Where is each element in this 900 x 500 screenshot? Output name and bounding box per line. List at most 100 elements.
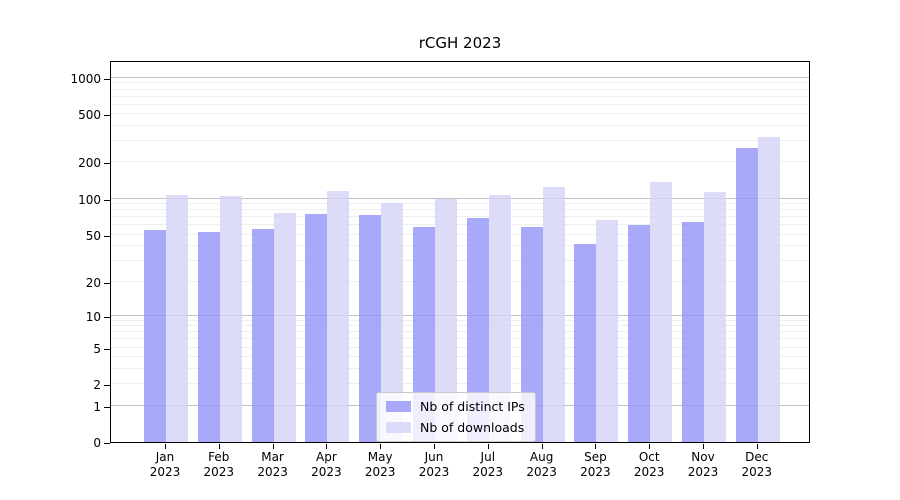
x-tick-mark (165, 444, 166, 449)
legend-label: Nb of downloads (420, 420, 525, 435)
plot-area: Nb of distinct IPs Nb of downloads (110, 61, 810, 443)
gridline (111, 203, 809, 205)
x-tick-mark (434, 444, 435, 449)
bar-downloads (704, 192, 726, 442)
gridline (111, 383, 809, 385)
gridline (111, 125, 809, 126)
bar-distinct-ips (520, 227, 543, 442)
legend-item: Nb of downloads (386, 420, 525, 435)
gridline (111, 331, 809, 333)
bar-distinct-ips (197, 231, 220, 442)
gridlines-layer (111, 62, 809, 442)
gridline (111, 280, 809, 282)
x-tick-mark (487, 444, 489, 449)
gridline (111, 245, 809, 247)
x-tick-mark (326, 444, 328, 449)
y-tick-mark (104, 115, 110, 117)
gridline (111, 113, 809, 115)
bar-distinct-ips (413, 227, 435, 442)
gridline (111, 88, 809, 90)
y-tick-mark (104, 406, 110, 408)
gridline (111, 338, 809, 340)
bar-distinct-ips (144, 229, 166, 442)
x-tick-label: Jun 2023 (418, 450, 450, 479)
gridline (111, 346, 809, 348)
y-tick-label: 1000 (70, 71, 101, 86)
bar-distinct-ips (359, 215, 382, 442)
y-tick-mark (104, 282, 110, 284)
legend-swatch (386, 401, 411, 412)
y-tick-label: 1 (93, 399, 101, 414)
gridline (111, 103, 809, 105)
x-tick-label: Nov 2023 (687, 450, 719, 479)
legend-label: Nb of distinct IPs (420, 399, 525, 414)
bar-downloads (650, 182, 673, 442)
y-tick-mark (104, 78, 110, 80)
bar-distinct-ips (305, 214, 328, 442)
y-tick-mark (104, 316, 110, 318)
y-tick-mark (104, 199, 110, 201)
bar-distinct-ips (682, 221, 704, 442)
y-tick-mark (104, 443, 110, 444)
y-tick-mark (104, 163, 110, 165)
legend: Nb of distinct IPs Nb of downloads (376, 392, 536, 442)
bar-downloads (166, 195, 188, 442)
gridline (111, 325, 809, 327)
y-tick-mark (104, 385, 110, 387)
bar-downloads (219, 196, 242, 442)
x-tick-label: Dec 2023 (741, 450, 773, 479)
x-tick-mark (703, 444, 704, 449)
y-tick-label: 100 (78, 192, 101, 207)
x-tick-mark (541, 444, 543, 449)
y-tick-mark (104, 235, 110, 237)
x-tick-label: Feb 2023 (203, 450, 235, 479)
bar-downloads (757, 137, 780, 442)
x-tick-mark (272, 444, 274, 449)
bars-layer (111, 62, 809, 442)
gridline (111, 82, 809, 84)
y-tick-label: 200 (78, 156, 101, 171)
bar-downloads (327, 190, 350, 442)
x-tick-label: Sep 2023 (580, 450, 611, 479)
x-tick-label: Aug 2023 (526, 450, 557, 479)
y-tick-label: 0 (93, 436, 101, 450)
x-tick-label: Jan 2023 (149, 450, 181, 479)
x-tick-label: May 2023 (364, 450, 396, 479)
y-tick-label: 20 (85, 275, 101, 290)
bar-downloads (596, 220, 619, 442)
y-tick-label: 5 (93, 341, 101, 356)
legend-swatch (386, 422, 411, 433)
gridline (111, 76, 809, 78)
bar-distinct-ips (574, 243, 597, 442)
x-tick-mark (380, 444, 382, 449)
x-tick-mark (595, 444, 597, 449)
y-tick-label: 50 (85, 228, 101, 243)
bar-distinct-ips (628, 225, 651, 442)
bar-downloads (488, 195, 511, 442)
bar-downloads (381, 203, 404, 442)
x-tick-mark (756, 444, 758, 449)
gridline (111, 197, 809, 199)
gridline (111, 140, 809, 142)
y-tick-mark (104, 348, 110, 350)
bar-distinct-ips (251, 228, 274, 442)
gridline (111, 314, 809, 316)
x-tick-label: Oct 2023 (633, 450, 665, 479)
x-tick-label: Apr 2023 (311, 450, 342, 479)
gridline (111, 216, 809, 218)
gridline (111, 209, 809, 211)
bar-distinct-ips (735, 148, 758, 442)
legend-item: Nb of distinct IPs (386, 399, 525, 414)
y-tick-label: 2 (93, 378, 101, 393)
x-tick-mark (218, 444, 220, 449)
y-tick-label: 10 (85, 309, 101, 324)
bar-downloads (542, 187, 565, 442)
y-tick-label: 500 (78, 108, 101, 123)
bar-downloads (273, 213, 296, 442)
gridline (111, 161, 809, 163)
gridline (111, 95, 809, 97)
gridline (111, 367, 809, 369)
chart-title: rCGH 2023 (418, 34, 502, 52)
gridline (111, 224, 809, 226)
